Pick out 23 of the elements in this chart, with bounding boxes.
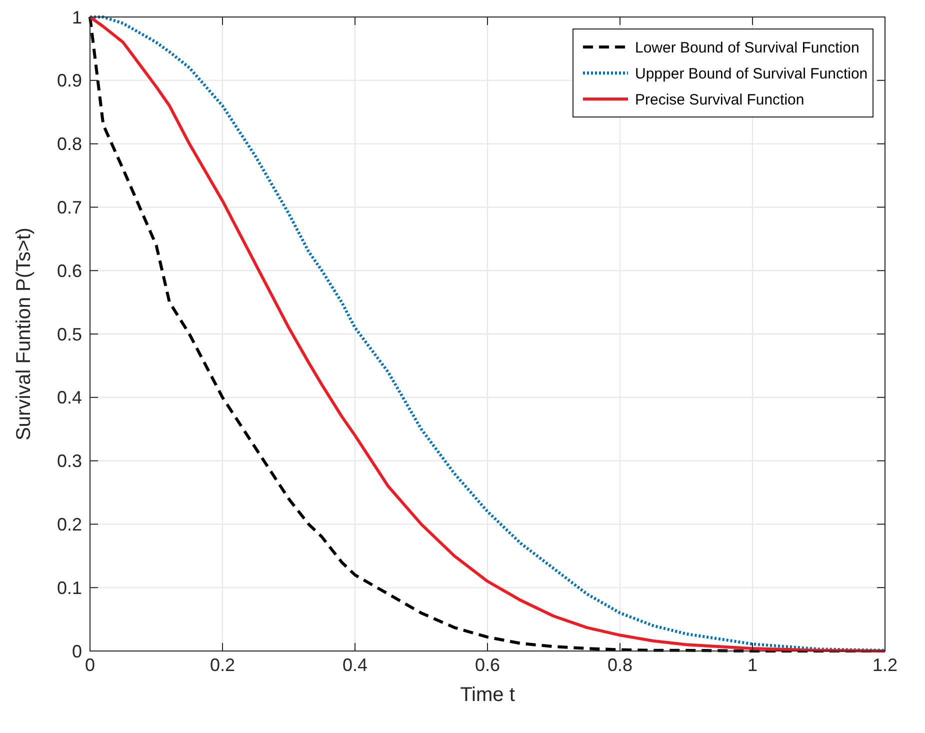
y-axis-title: Survival Funtion P(Ts>t) xyxy=(13,228,35,440)
x-tick-label: 0.2 xyxy=(210,655,236,675)
y-tick-label: 0.8 xyxy=(56,134,82,154)
x-tick-label: 0.4 xyxy=(342,655,368,675)
y-tick-label: 0 xyxy=(72,641,82,662)
x-tick-label: 0.6 xyxy=(474,655,500,675)
y-tick-label: 0.9 xyxy=(56,70,82,91)
x-tick-label: 0.8 xyxy=(607,655,633,675)
y-tick-label: 0.7 xyxy=(56,198,82,218)
y-tick-label: 0.4 xyxy=(56,388,82,408)
y-tick-label: 0.5 xyxy=(56,324,82,344)
legend-label: Precise Survival Function xyxy=(635,91,804,108)
y-tick-label: 1 xyxy=(72,7,82,28)
legend-label: Lower Bound of Survival Function xyxy=(635,39,860,56)
x-tick-label: 1 xyxy=(747,655,758,675)
x-tick-label: 0 xyxy=(84,655,96,675)
y-tick-label: 0.2 xyxy=(56,514,82,534)
x-tick-label: 1.2 xyxy=(872,655,898,675)
y-tick-label: 0.3 xyxy=(56,451,82,472)
y-tick-label: 0.1 xyxy=(56,578,82,598)
y-tick-label: 0.6 xyxy=(56,260,82,281)
legend-label: Uppper Bound of Survival Function xyxy=(635,65,868,82)
x-axis-title: Time t xyxy=(460,684,516,706)
